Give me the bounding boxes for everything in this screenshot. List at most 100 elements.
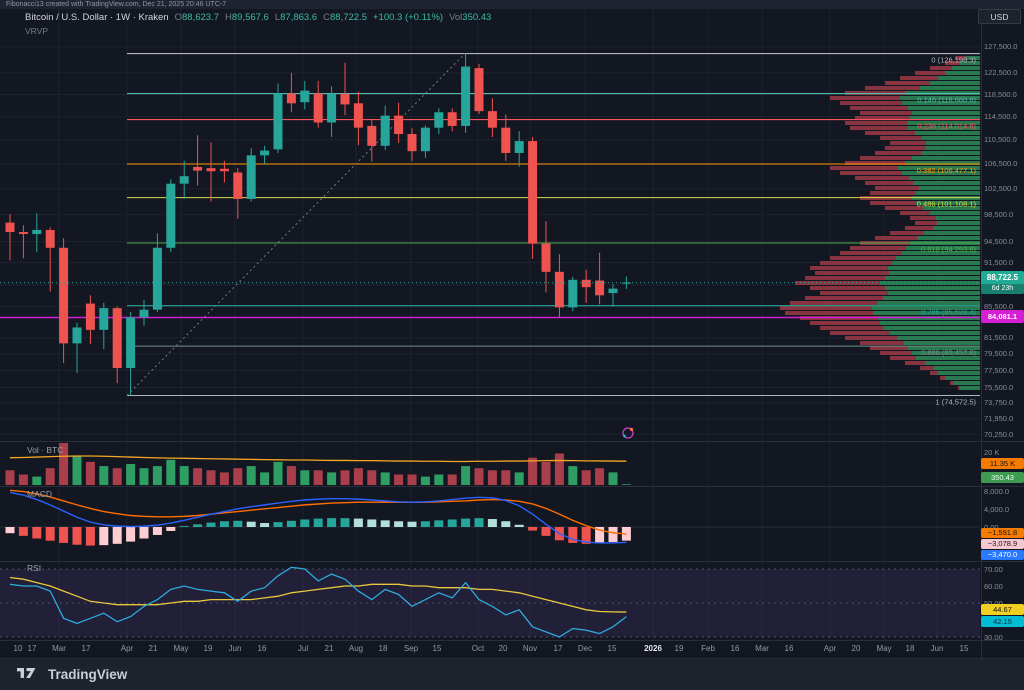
macd-histogram-bar	[447, 519, 457, 527]
indicator-legend-vrvp[interactable]: VRVP	[25, 26, 48, 36]
macd-histogram-bar	[85, 527, 95, 546]
volume-profile-row	[850, 126, 908, 130]
symbol-title[interactable]: Bitcoin / U.S. Dollar · 1W · Kraken	[25, 12, 169, 23]
volume-profile-row	[900, 76, 938, 80]
candle	[461, 66, 471, 126]
candle	[327, 93, 337, 123]
candle	[541, 243, 551, 272]
rsi-pane-label[interactable]: RSI	[27, 563, 42, 573]
volume-key: Vol	[449, 12, 463, 23]
current-price-value: 88,722.5	[986, 273, 1019, 282]
candle	[380, 115, 390, 146]
volume-profile-row	[900, 211, 930, 215]
tradingview-brand-text[interactable]: TradingView	[48, 667, 128, 682]
macd-histogram-bar	[72, 527, 82, 545]
macd-histogram-bar	[166, 527, 176, 531]
volume-ma-badge: 11.35 K	[981, 458, 1024, 469]
macd-histogram-bar	[380, 520, 390, 527]
chart-canvas[interactable]: 0 (126,198.3) 0.146 (118,660.8) 0.236 (114…	[0, 0, 1024, 658]
volume-profile-row	[795, 281, 880, 285]
fib-level-label: 0.146 (118,660.8)	[917, 96, 976, 105]
volume-bar	[18, 474, 28, 485]
macd-signal-badge: −1,591.8	[981, 528, 1024, 538]
volume-bar	[487, 470, 497, 485]
candle	[514, 141, 524, 153]
macd-histogram-bar	[246, 521, 256, 527]
candle	[353, 103, 363, 128]
volume-profile-row	[805, 296, 883, 300]
macd-pane-label[interactable]: MACD	[27, 489, 53, 499]
macd-histogram-bar	[487, 519, 497, 527]
watermark-text: Fibonacci13 created with TradingView.com…	[0, 0, 1024, 9]
volume-bar	[528, 457, 538, 485]
volume-profile-row	[780, 306, 872, 310]
change-value: +100.3 (+0.11%)	[372, 12, 444, 23]
low-value: 87,863.6	[280, 12, 318, 23]
fib-level-label: 0.236 (114,014.6)	[917, 122, 976, 131]
candle	[447, 112, 457, 126]
macd-histogram-bar	[461, 518, 471, 527]
volume-profile-row	[865, 131, 915, 135]
volume-bar	[260, 472, 270, 485]
volume-bar	[72, 455, 82, 485]
volume-profile-row	[820, 291, 888, 295]
macd-histogram-bar	[112, 527, 122, 544]
volume-bar	[541, 461, 551, 485]
volume-profile-row	[820, 261, 892, 265]
macd-histogram-bar	[99, 527, 109, 546]
volume-bar	[166, 459, 176, 485]
volume-pane-label[interactable]: Vol · BTC	[27, 445, 64, 455]
volume-profile-row	[870, 346, 908, 350]
volume-profile-row	[920, 366, 934, 370]
symbol-legend: Bitcoin / U.S. Dollar · 1W · Kraken O88,6…	[25, 12, 491, 23]
macd-histogram-bar	[179, 526, 189, 527]
fib-level-label: 0 (126,198.3)	[931, 56, 976, 65]
footer-bar: TradingView	[0, 658, 1024, 690]
volume-profile-row	[860, 111, 912, 115]
currency-toggle-button[interactable]: USD	[978, 9, 1021, 24]
volume-bar	[152, 466, 162, 485]
volume-bar	[286, 466, 296, 485]
volume-bar	[581, 470, 591, 485]
candle	[487, 111, 497, 128]
macd-histogram-bar	[568, 527, 578, 543]
volume-bar	[246, 466, 256, 485]
volume-profile-row	[875, 186, 919, 190]
macd-histogram-bar	[5, 527, 15, 534]
macd-histogram-bar	[233, 520, 243, 527]
candle	[300, 90, 310, 103]
candle	[99, 308, 109, 330]
macd-signal-line	[9, 489, 627, 535]
candle	[595, 280, 605, 296]
candle	[340, 93, 350, 105]
volume-profile-row	[850, 106, 908, 110]
macd-histogram-bar	[152, 527, 162, 535]
volume-bar	[367, 470, 377, 485]
fib-level-label: 0.486 (101,108.1)	[917, 200, 977, 209]
macd-histogram-bar	[32, 527, 42, 539]
macd-histogram-bar	[340, 518, 350, 527]
macd-histogram-bar	[313, 518, 323, 527]
close-value: 88,722.5	[330, 12, 367, 23]
volume-bar	[99, 466, 109, 485]
volume-profile-row	[830, 166, 898, 170]
sparkle-marker-icon[interactable]	[620, 425, 636, 446]
volume-profile-row	[885, 206, 923, 210]
candle	[621, 282, 631, 284]
volume-profile-row	[830, 256, 896, 260]
volume-bar	[514, 472, 524, 485]
volume-profile-row	[945, 61, 959, 65]
volume-profile-row	[860, 156, 912, 160]
volume-bar	[32, 476, 42, 485]
volume-profile-row	[810, 266, 888, 270]
volume-profile-row	[805, 276, 885, 280]
volume-profile-row	[830, 331, 890, 335]
candle	[434, 112, 444, 128]
candle	[501, 127, 511, 153]
macd-histogram-bar	[260, 523, 270, 527]
candle	[246, 155, 256, 199]
volume-profile-row	[958, 386, 960, 390]
candle	[59, 247, 69, 344]
tradingview-logo-icon[interactable]	[16, 665, 40, 685]
high-value: 89,567.6	[231, 12, 269, 23]
